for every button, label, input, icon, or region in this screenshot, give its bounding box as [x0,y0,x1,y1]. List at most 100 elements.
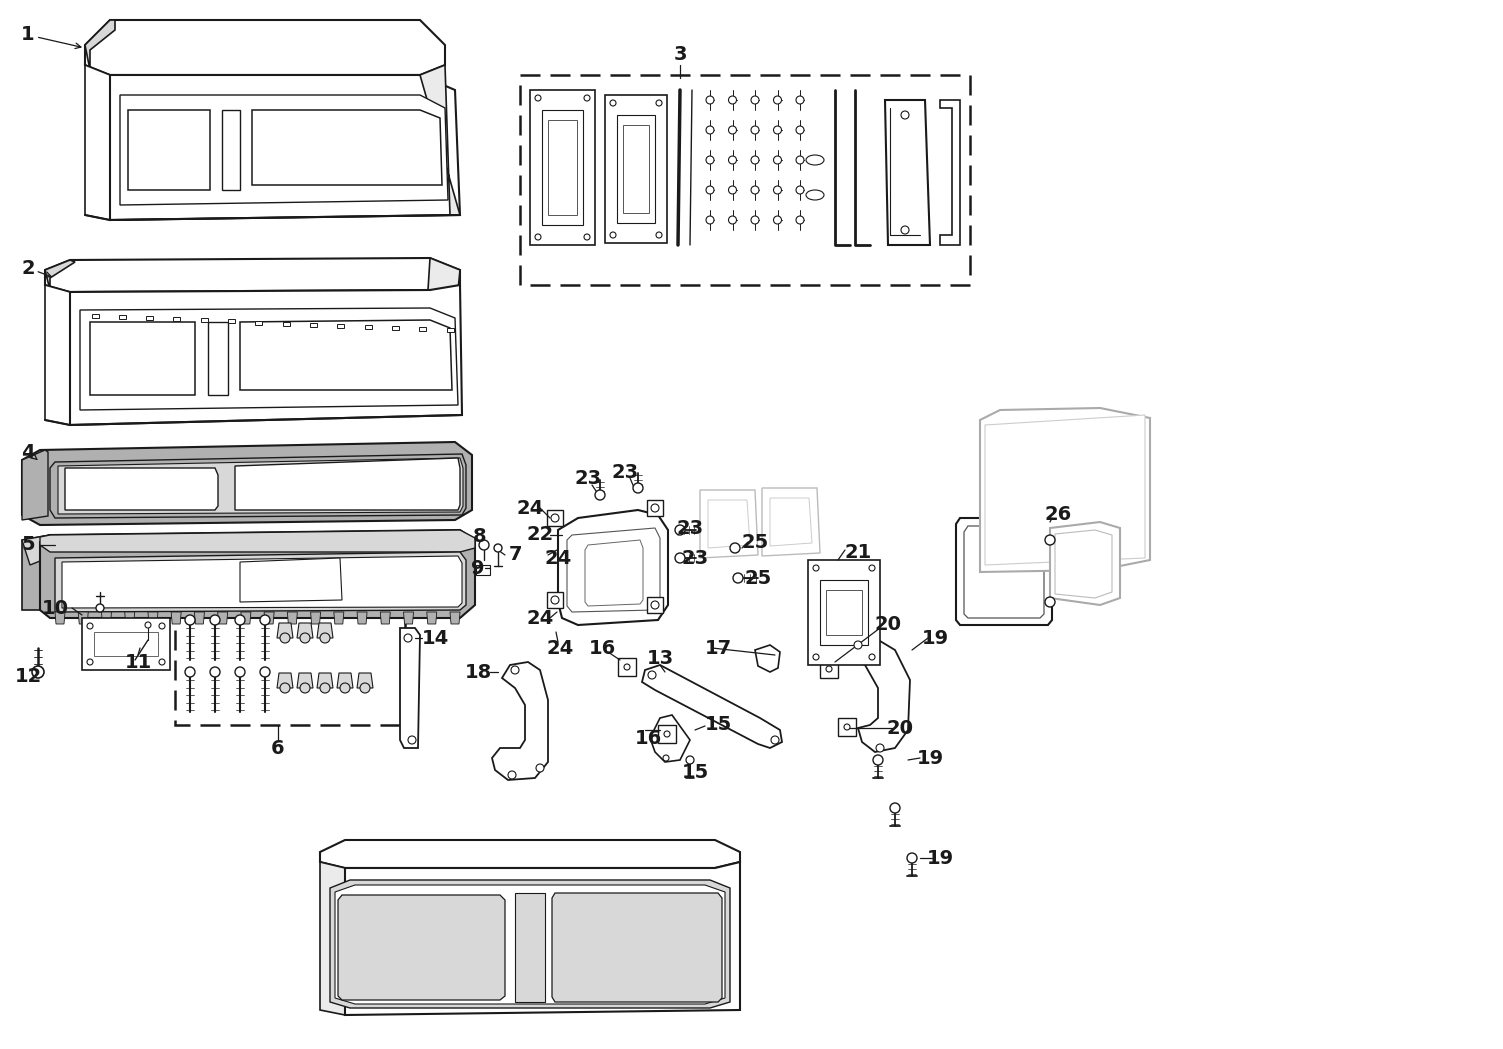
Polygon shape [403,612,413,624]
Circle shape [729,126,736,134]
Circle shape [752,97,759,104]
Polygon shape [240,320,452,390]
Text: 19: 19 [921,628,948,647]
Polygon shape [963,526,1045,618]
Polygon shape [618,115,655,223]
Polygon shape [86,20,445,74]
Polygon shape [119,315,126,319]
Circle shape [730,543,739,553]
Polygon shape [86,20,116,70]
Circle shape [771,736,779,744]
Circle shape [280,633,290,643]
Polygon shape [194,612,204,624]
Circle shape [706,216,714,224]
Polygon shape [337,324,344,328]
Circle shape [651,601,658,609]
Circle shape [210,667,219,677]
Polygon shape [283,322,290,325]
Text: 13: 13 [646,648,673,667]
Polygon shape [392,326,398,330]
Polygon shape [762,488,821,556]
Polygon shape [298,673,313,688]
Polygon shape [218,612,227,624]
Circle shape [706,156,714,164]
Circle shape [706,97,714,104]
Circle shape [797,126,804,134]
Circle shape [610,232,616,238]
Polygon shape [646,597,663,613]
Circle shape [813,654,819,660]
Circle shape [797,186,804,194]
Circle shape [797,156,804,164]
Polygon shape [335,885,724,1004]
Polygon shape [809,560,879,665]
Polygon shape [848,635,909,752]
Circle shape [610,100,616,106]
Circle shape [479,540,488,550]
Text: 20: 20 [887,719,914,737]
Polygon shape [207,322,228,395]
Circle shape [675,524,685,535]
Bar [174,600,404,725]
Circle shape [774,97,782,104]
Polygon shape [86,65,110,220]
Polygon shape [476,565,490,575]
Polygon shape [41,530,475,618]
Polygon shape [146,316,153,320]
Text: 24: 24 [526,608,553,627]
Ellipse shape [806,155,824,165]
Polygon shape [265,612,274,624]
Circle shape [845,724,851,730]
Polygon shape [71,285,461,425]
Polygon shape [334,612,344,624]
Circle shape [733,573,742,583]
Circle shape [1045,535,1055,545]
Polygon shape [310,323,317,326]
Polygon shape [980,408,1150,572]
Circle shape [301,683,310,693]
Text: 10: 10 [42,599,69,618]
Circle shape [729,186,736,194]
Circle shape [854,641,863,649]
Polygon shape [23,535,56,565]
Circle shape [633,483,643,493]
Polygon shape [984,415,1145,565]
Polygon shape [365,325,371,329]
Polygon shape [45,285,71,425]
Circle shape [210,615,219,625]
Polygon shape [939,100,960,245]
Polygon shape [102,612,111,624]
Polygon shape [755,645,780,672]
Polygon shape [642,665,782,748]
Text: 23: 23 [681,549,708,568]
Circle shape [508,771,516,779]
Circle shape [595,490,606,500]
Polygon shape [427,612,437,624]
Polygon shape [320,862,346,1015]
Circle shape [774,186,782,194]
Polygon shape [839,718,857,736]
Circle shape [234,615,245,625]
Polygon shape [171,612,182,624]
Text: 15: 15 [705,715,732,734]
Text: 16: 16 [634,728,661,748]
Text: 4: 4 [21,443,35,462]
Polygon shape [558,510,667,625]
Text: 24: 24 [544,549,571,568]
Circle shape [185,615,195,625]
Circle shape [185,667,195,677]
Text: 6: 6 [271,738,284,757]
Text: 20: 20 [875,616,902,635]
Text: 24: 24 [517,498,544,517]
Polygon shape [649,715,690,762]
Circle shape [900,226,909,234]
Circle shape [752,186,759,194]
Polygon shape [50,454,466,518]
Polygon shape [320,840,739,868]
Circle shape [260,615,271,625]
Polygon shape [531,90,595,245]
Polygon shape [821,580,869,645]
Polygon shape [646,500,663,516]
Circle shape [797,216,804,224]
Polygon shape [277,673,293,688]
